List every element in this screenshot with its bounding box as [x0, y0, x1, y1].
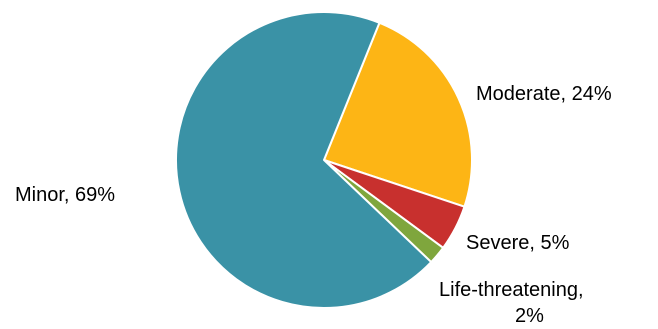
slice-label-life-threatening: Life-threatening,: [439, 279, 584, 301]
slice-label-moderate: Moderate, 24%: [476, 83, 612, 105]
slice-label-life-threatening-pct: 2%: [515, 305, 544, 327]
pie-slice-minor: [175, 11, 433, 310]
pie-labels: Moderate, 24% Severe, 5% Life-threatenin…: [15, 83, 612, 327]
slice-label-minor: Minor, 69%: [15, 184, 115, 206]
slice-label-severe: Severe, 5%: [466, 232, 570, 254]
pie-slices: [175, 11, 473, 310]
